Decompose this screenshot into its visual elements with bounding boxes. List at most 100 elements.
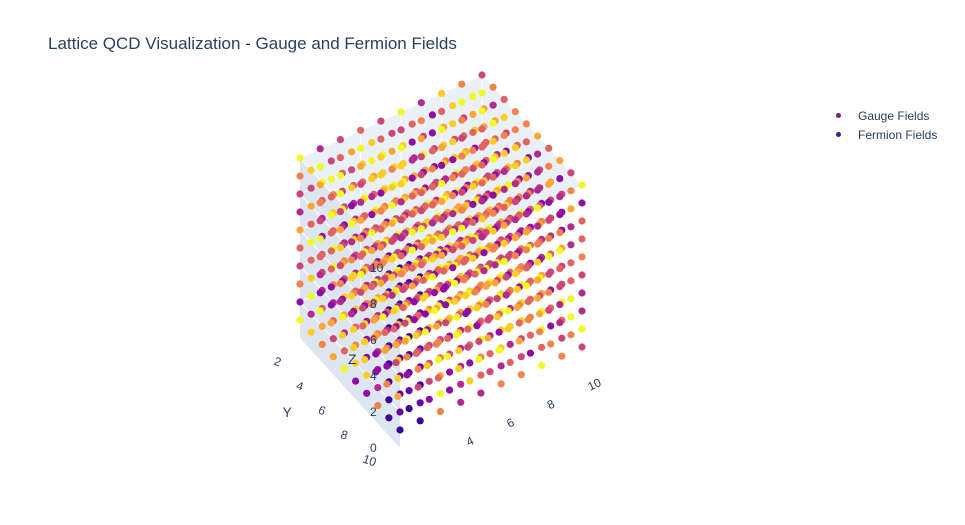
fermion-point[interactable] bbox=[388, 237, 396, 245]
gauge-point[interactable] bbox=[316, 307, 324, 315]
gauge-point[interactable] bbox=[469, 182, 477, 190]
gauge-point[interactable] bbox=[377, 171, 385, 179]
gauge-point[interactable] bbox=[329, 353, 337, 361]
fermion-point[interactable] bbox=[377, 189, 385, 197]
gauge-point[interactable] bbox=[348, 238, 356, 246]
gauge-point[interactable] bbox=[419, 294, 427, 302]
gauge-point[interactable] bbox=[357, 288, 365, 296]
gauge-point[interactable] bbox=[500, 257, 508, 265]
gauge-point[interactable] bbox=[578, 199, 586, 207]
fermion-point[interactable] bbox=[545, 216, 553, 224]
gauge-point[interactable] bbox=[425, 395, 433, 403]
fermion-point[interactable] bbox=[421, 310, 429, 318]
gauge-point[interactable] bbox=[397, 198, 405, 206]
fermion-point[interactable] bbox=[524, 298, 533, 306]
fermion-point[interactable] bbox=[473, 304, 481, 312]
gauge-point[interactable] bbox=[489, 137, 497, 145]
fermion-point[interactable] bbox=[469, 236, 477, 244]
fermion-point[interactable] bbox=[385, 396, 393, 404]
gauge-point[interactable] bbox=[458, 134, 466, 142]
gauge-point[interactable] bbox=[556, 175, 564, 183]
gauge-point[interactable] bbox=[438, 215, 446, 223]
gauge-point[interactable] bbox=[340, 365, 348, 373]
fermion-point[interactable] bbox=[336, 244, 344, 252]
gauge-point[interactable] bbox=[436, 408, 444, 416]
gauge-point[interactable] bbox=[357, 252, 365, 260]
gauge-point[interactable] bbox=[348, 310, 356, 318]
fermion-point[interactable] bbox=[377, 117, 385, 125]
gauge-point[interactable] bbox=[296, 244, 304, 252]
fermion-point[interactable] bbox=[489, 191, 497, 199]
gauge-point[interactable] bbox=[417, 225, 425, 233]
gauge-point[interactable] bbox=[428, 129, 436, 137]
fermion-point[interactable] bbox=[489, 227, 497, 235]
fermion-point[interactable] bbox=[430, 289, 438, 297]
fermion-point[interactable] bbox=[469, 92, 477, 100]
fermion-point[interactable] bbox=[486, 350, 494, 358]
fermion-point[interactable] bbox=[500, 131, 508, 139]
gauge-point[interactable] bbox=[556, 211, 564, 219]
fermion-point[interactable] bbox=[567, 277, 575, 285]
fermion-point[interactable] bbox=[534, 132, 542, 140]
gauge-point[interactable] bbox=[410, 316, 418, 324]
gauge-point[interactable] bbox=[390, 325, 398, 333]
gauge-point[interactable] bbox=[372, 368, 380, 376]
gauge-point[interactable] bbox=[513, 303, 521, 311]
gauge-point[interactable] bbox=[408, 210, 416, 218]
fermion-point[interactable] bbox=[412, 331, 420, 339]
gauge-point[interactable] bbox=[296, 316, 304, 324]
gauge-point[interactable] bbox=[348, 166, 356, 174]
gauge-point[interactable] bbox=[489, 209, 497, 217]
gauge-point[interactable] bbox=[336, 190, 344, 198]
gauge-point[interactable] bbox=[500, 113, 508, 121]
gauge-point[interactable] bbox=[534, 294, 542, 302]
fermion-point[interactable] bbox=[307, 166, 315, 174]
fermion-point[interactable] bbox=[350, 325, 358, 333]
gauge-point[interactable] bbox=[296, 280, 304, 288]
gauge-point[interactable] bbox=[357, 144, 365, 152]
gauge-point[interactable] bbox=[506, 358, 514, 366]
fermion-point[interactable] bbox=[578, 181, 586, 189]
gauge-point[interactable] bbox=[524, 316, 533, 324]
fermion-point[interactable] bbox=[466, 359, 474, 367]
gauge-point[interactable] bbox=[473, 322, 481, 330]
fermion-point[interactable] bbox=[458, 152, 466, 160]
gauge-point[interactable] bbox=[460, 276, 468, 284]
gauge-point[interactable] bbox=[567, 331, 575, 339]
fermion-point[interactable] bbox=[504, 307, 512, 315]
gauge-point[interactable] bbox=[451, 297, 459, 305]
gauge-point[interactable] bbox=[444, 352, 452, 360]
fermion-point[interactable] bbox=[478, 71, 486, 79]
fermion-point[interactable] bbox=[428, 255, 436, 263]
fermion-point[interactable] bbox=[379, 295, 387, 303]
gauge-point[interactable] bbox=[522, 174, 531, 182]
fermion-point[interactable] bbox=[522, 192, 531, 200]
gauge-point[interactable] bbox=[458, 206, 466, 214]
fermion-point[interactable] bbox=[428, 183, 436, 191]
fermion-point[interactable] bbox=[493, 295, 501, 303]
gauge-point[interactable] bbox=[296, 172, 304, 180]
fermion-point[interactable] bbox=[408, 120, 416, 128]
fermion-point[interactable] bbox=[491, 261, 499, 269]
gauge-point[interactable] bbox=[401, 337, 409, 345]
gauge-point[interactable] bbox=[361, 356, 369, 364]
gauge-point[interactable] bbox=[462, 310, 470, 318]
fermion-point[interactable] bbox=[408, 192, 416, 200]
gauge-point[interactable] bbox=[545, 306, 553, 314]
gauge-point[interactable] bbox=[403, 371, 411, 379]
gauge-point[interactable] bbox=[469, 110, 477, 118]
fermion-point[interactable] bbox=[556, 265, 564, 273]
fermion-point[interactable] bbox=[477, 371, 485, 379]
gauge-point[interactable] bbox=[397, 126, 405, 134]
fermion-point[interactable] bbox=[318, 322, 326, 330]
fermion-point[interactable] bbox=[489, 119, 497, 127]
gauge-point[interactable] bbox=[567, 259, 575, 267]
gauge-point[interactable] bbox=[394, 392, 402, 400]
fermion-point[interactable] bbox=[316, 145, 324, 153]
gauge-point[interactable] bbox=[556, 319, 564, 327]
gauge-point[interactable] bbox=[359, 322, 367, 330]
fermion-point[interactable] bbox=[478, 107, 486, 115]
gauge-point[interactable] bbox=[522, 246, 531, 254]
gauge-point[interactable] bbox=[469, 218, 477, 226]
gauge-point[interactable] bbox=[478, 233, 486, 241]
